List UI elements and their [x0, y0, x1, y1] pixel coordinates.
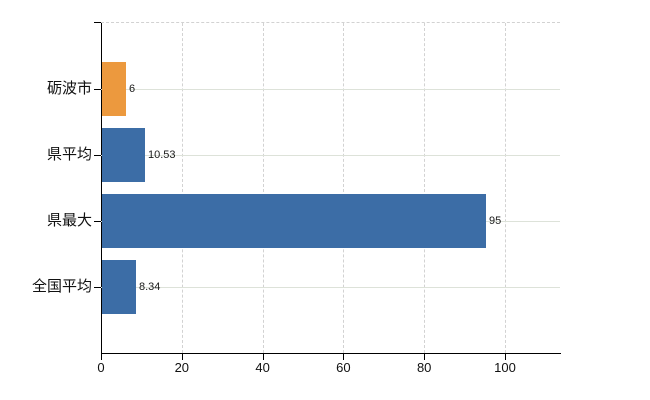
- x-axis-tick: [343, 354, 345, 360]
- value-label: 10.53: [148, 149, 176, 161]
- y-axis-tick: [94, 287, 101, 288]
- x-tick-label: 100: [494, 360, 516, 375]
- vertical-gridline: [505, 23, 506, 353]
- x-axis-tick: [505, 354, 506, 360]
- category-label: 全国平均: [31, 278, 92, 295]
- value-label: 95: [489, 215, 502, 227]
- horizontal-gridline: [101, 89, 560, 90]
- x-axis-tick: [424, 354, 426, 360]
- category-label: 砺波市: [46, 80, 92, 97]
- y-axis-line: [101, 23, 102, 354]
- horizontal-gridline: [101, 287, 560, 288]
- vertical-gridline: [181, 23, 183, 353]
- bar: [102, 128, 145, 182]
- value-label: 6: [129, 83, 136, 95]
- vertical-gridline: [262, 23, 264, 353]
- x-tick-label: 20: [174, 360, 190, 375]
- bar: [102, 194, 486, 248]
- y-axis-tick: [94, 221, 101, 222]
- bar: [102, 62, 126, 116]
- x-axis-tick: [181, 354, 183, 360]
- vertical-gridline: [424, 23, 426, 353]
- horizontal-gridline: [101, 155, 560, 156]
- x-axis-line: [101, 353, 561, 354]
- x-axis-tick: [101, 354, 102, 360]
- y-axis-top-tick: [94, 22, 101, 23]
- bar: [102, 260, 136, 314]
- plot-top-border: [101, 22, 560, 23]
- x-axis-tick: [262, 354, 264, 360]
- y-axis-tick: [94, 155, 101, 156]
- category-label: 県平均: [46, 146, 92, 163]
- value-label: 8.34: [139, 281, 161, 293]
- x-tick-label: 60: [336, 360, 351, 375]
- y-axis-tick: [94, 89, 101, 90]
- category-label: 県最大: [46, 212, 92, 229]
- vertical-gridline: [343, 23, 345, 353]
- x-tick-label: 40: [255, 360, 270, 375]
- x-tick-label: 0: [97, 360, 105, 375]
- x-tick-label: 80: [416, 360, 432, 375]
